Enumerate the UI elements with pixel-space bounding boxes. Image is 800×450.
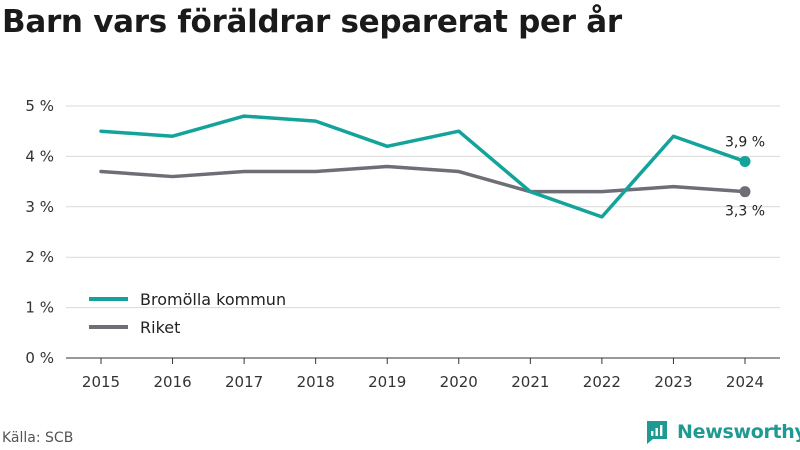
x-tick-label: 2024 — [726, 373, 764, 391]
legend-label: Riket — [140, 318, 180, 337]
x-tick-label: 2020 — [440, 373, 478, 391]
grid-lines — [66, 105, 780, 309]
x-axis: 2015 2016 2017 2018 2019 2020 2021 2022 2023 2024 — [66, 357, 780, 391]
chart-title: Barn vars föräldrar separerat per år — [2, 4, 622, 40]
y-tick-label: 5 % — [25, 97, 54, 115]
legend-label: Bromölla kommun — [140, 290, 286, 309]
y-tick-label: 4 % — [25, 147, 54, 165]
end-value-label: 3,9 % — [725, 134, 765, 150]
legend: Bromölla kommun Riket — [89, 290, 286, 337]
newsworthy-logo-icon — [647, 421, 667, 444]
end-value-label: 3,3 % — [725, 204, 765, 220]
end-point — [739, 155, 751, 167]
y-axis-ticks: 0 % 1 % 2 % 3 % 4 % 5 % — [25, 97, 54, 367]
brand-name: Newsworthy — [677, 421, 800, 443]
source-note: Källa: SCB — [2, 430, 74, 446]
series-lines — [99, 114, 751, 219]
y-tick-label: 2 % — [25, 248, 54, 266]
end-point — [739, 186, 751, 198]
series-line — [99, 114, 747, 219]
end-labels: 3,9 % 3,3 % — [725, 134, 765, 219]
x-tick-label: 2017 — [225, 373, 263, 391]
series-line — [99, 164, 747, 194]
x-tick-label: 2018 — [297, 373, 335, 391]
y-tick-label: 3 % — [25, 198, 54, 216]
x-tick-label: 2019 — [368, 373, 406, 391]
x-tick-label: 2021 — [511, 373, 549, 391]
x-tick-label: 2016 — [153, 373, 191, 391]
x-tick-label: 2023 — [654, 373, 692, 391]
brand-logo: Newsworthy — [645, 419, 800, 445]
x-tick-label: 2015 — [82, 373, 120, 391]
x-tick-label: 2022 — [583, 373, 621, 391]
y-tick-label: 1 % — [25, 299, 54, 317]
y-tick-label: 0 % — [25, 349, 54, 367]
